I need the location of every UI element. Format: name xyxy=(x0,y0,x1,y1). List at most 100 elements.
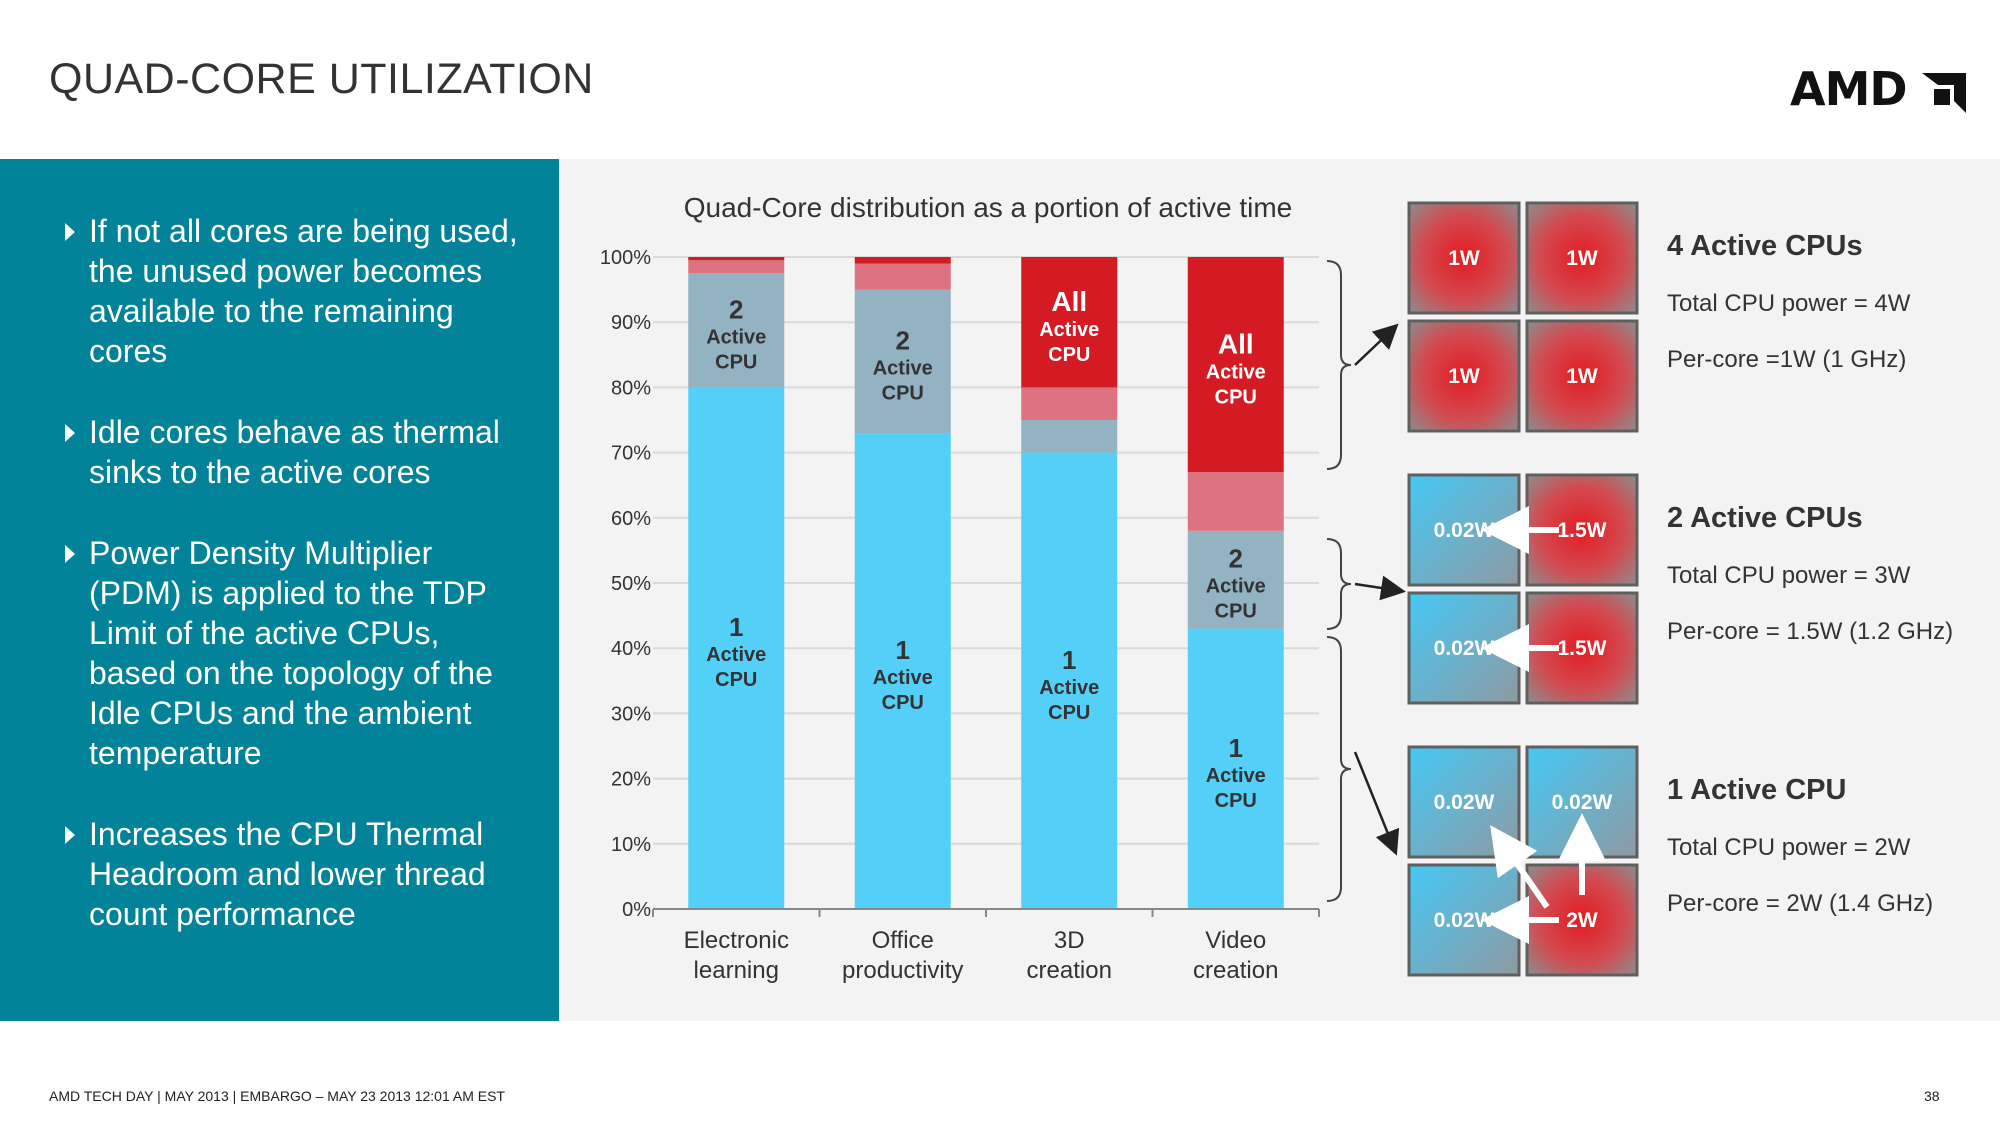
bar-segment-label: All xyxy=(1218,329,1254,360)
bar-segment-label: Active xyxy=(1206,576,1266,598)
bar-segment-3 xyxy=(688,260,785,274)
cpu-core-tile xyxy=(1407,201,1521,315)
bar-segment-label: CPU xyxy=(1048,344,1090,366)
y-tick-label: 0% xyxy=(622,899,651,921)
bar-segment-label: 2 xyxy=(896,325,910,355)
bar-segment-label: CPU xyxy=(882,382,924,404)
y-tick-label: 80% xyxy=(611,377,651,399)
bar-segment-1 xyxy=(688,387,785,909)
bullet-item: Idle cores behave as thermal sinks to th… xyxy=(63,412,533,492)
amd-arrow-icon xyxy=(1921,72,1966,113)
brace-two-active xyxy=(1326,538,1352,630)
bar-segment-label: CPU xyxy=(1048,702,1090,724)
x-tick-label: creation xyxy=(1193,957,1278,984)
bar-segment-label: CPU xyxy=(1215,601,1257,623)
x-tick-label: creation xyxy=(1027,957,1112,984)
bar-segment-label: Active xyxy=(706,644,766,666)
heat-flow-arrow xyxy=(1490,825,1550,909)
y-tick-label: 20% xyxy=(611,769,651,791)
power-group-total: Total CPU power = 4W xyxy=(1667,290,1911,317)
core-power-label: 1W xyxy=(1448,247,1480,270)
slide-title: QUAD-CORE UTILIZATION xyxy=(49,55,594,103)
arrow-to-1-active xyxy=(1353,751,1400,856)
bar-segment-label: CPU xyxy=(715,351,757,373)
bar-segment-label: Active xyxy=(873,667,933,689)
y-tick-label: 10% xyxy=(611,834,651,856)
core-power-label: 0.02W xyxy=(1434,519,1495,542)
y-tick-label: 40% xyxy=(611,638,651,660)
bar-segment-label: 2 xyxy=(729,294,743,324)
bar-segment-all xyxy=(1021,257,1118,388)
bar-segment-label: CPU xyxy=(882,692,924,714)
bar-segment-2 xyxy=(854,289,951,434)
bar-segment-3 xyxy=(854,263,951,290)
y-tick-label: 60% xyxy=(611,508,651,530)
bullet-panel: If not all cores are being used, the unu… xyxy=(0,159,559,1021)
bar-segment-label: 1 xyxy=(1062,645,1076,675)
bar-segment-label: Active xyxy=(706,326,766,348)
power-group-total: Total CPU power = 2W xyxy=(1667,834,1911,861)
logo-text: AMD xyxy=(1790,62,1908,116)
bar-segment-2 xyxy=(1187,530,1284,629)
bar-segment-label: Active xyxy=(1039,677,1099,699)
core-power-label: 1.5W xyxy=(1557,519,1606,542)
core-power-label: 0.02W xyxy=(1434,909,1495,932)
bar-segment-label: 1 xyxy=(729,612,743,642)
bar-segment-label: 2 xyxy=(1229,544,1243,574)
bar-segment-all xyxy=(688,257,785,261)
y-tick-label: 70% xyxy=(611,443,651,465)
stacked-bar-chart: Quad-Core distribution as a portion of a… xyxy=(600,192,1953,984)
core-power-label: 2W xyxy=(1566,909,1598,932)
bar-segment-label: 1 xyxy=(896,635,910,665)
brace-one-active xyxy=(1326,636,1352,902)
x-tick-label: Video xyxy=(1205,927,1266,954)
bar-segment-1 xyxy=(1187,628,1284,909)
footer-text: AMD TECH DAY | MAY 2013 | EMBARGO – MAY … xyxy=(49,1088,505,1104)
bar-segment-label: CPU xyxy=(1215,387,1257,409)
amd-logo: AMD xyxy=(1790,62,1966,116)
power-group-per-core: Per-core = 2W (1.4 GHz) xyxy=(1667,890,1933,917)
x-tick-label: Electronic xyxy=(684,927,789,954)
chart-title: Quad-Core distribution as a portion of a… xyxy=(684,192,1293,223)
bar-segment-all xyxy=(854,257,951,264)
cpu-core-tile xyxy=(1525,201,1639,315)
bullet-list: If not all cores are being used, the unu… xyxy=(63,211,533,975)
power-group-title: 1 Active CPU xyxy=(1667,774,1846,806)
arrow-to-2-active xyxy=(1354,575,1406,601)
bar-segment-1 xyxy=(1021,452,1118,909)
bullet-item: Increases the CPU Thermal Headroom and l… xyxy=(63,814,533,934)
bar-segment-label: Active xyxy=(1206,765,1266,787)
core-power-label: 0.02W xyxy=(1552,791,1613,814)
core-power-label: 1W xyxy=(1566,247,1598,270)
bar-segment-label: CPU xyxy=(1215,790,1257,812)
bar-segment-label: All xyxy=(1051,286,1087,317)
cpu-core-tile xyxy=(1407,319,1521,433)
core-power-label: 1W xyxy=(1448,365,1480,388)
bar-segment-all xyxy=(1187,257,1284,473)
core-power-label: 0.02W xyxy=(1434,791,1495,814)
y-tick-label: 90% xyxy=(611,312,651,334)
power-group-title: 4 Active CPUs xyxy=(1667,230,1863,262)
chart-panel: Quad-Core distribution as a portion of a… xyxy=(559,159,2000,1021)
bullet-item: Power Density Multiplier (PDM) is applie… xyxy=(63,533,533,773)
bar-segment-3 xyxy=(1021,387,1118,420)
brace-all-active xyxy=(1326,260,1352,470)
power-group-per-core: Per-core = 1.5W (1.2 GHz) xyxy=(1667,618,1953,645)
bar-segment-label: 1 xyxy=(1229,733,1243,763)
bar-segment-1 xyxy=(854,433,951,909)
bar-segment-3 xyxy=(1187,472,1284,531)
bar-segment-2 xyxy=(688,273,785,388)
page-number: 38 xyxy=(1924,1088,1940,1104)
core-power-label: 1.5W xyxy=(1557,637,1606,660)
arrow-to-4-active xyxy=(1354,323,1399,366)
bar-segment-label: CPU xyxy=(715,669,757,691)
x-tick-label: productivity xyxy=(842,957,963,984)
bar-segment-label: Active xyxy=(873,357,933,379)
cpu-core-tile xyxy=(1525,319,1639,433)
power-group-per-core: Per-core =1W (1 GHz) xyxy=(1667,346,1906,373)
x-tick-label: Office xyxy=(872,927,934,954)
power-group-title: 2 Active CPUs xyxy=(1667,502,1863,534)
bar-segment-label: Active xyxy=(1206,362,1266,384)
y-tick-label: 100% xyxy=(600,247,651,269)
bar-segment-2 xyxy=(1021,420,1118,453)
